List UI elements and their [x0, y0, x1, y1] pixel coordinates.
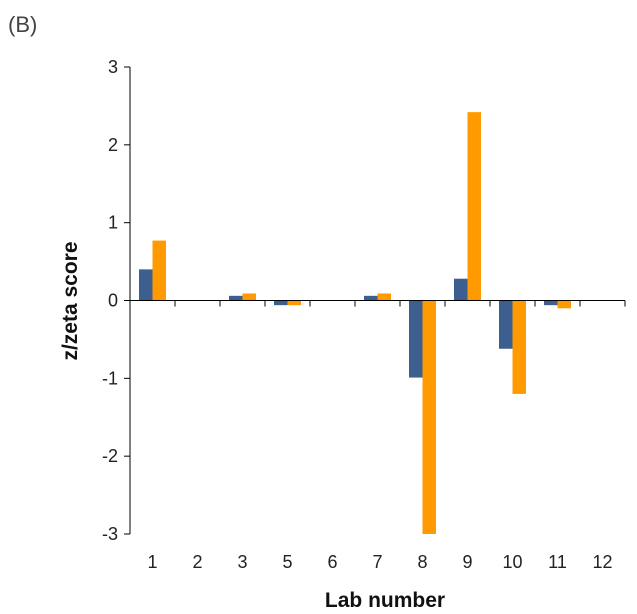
bar-series2-lab-10	[512, 300, 526, 394]
x-tick-label: 11	[548, 552, 567, 572]
y-tick-label: 2	[108, 135, 118, 155]
bar-series2-lab-9	[467, 112, 481, 301]
bar-series1-lab-5	[274, 300, 288, 306]
x-axis-ticks: 1 2 3 5 6 7 8 9 10 11 12	[129, 300, 626, 572]
bar-series2-lab-7	[377, 293, 391, 301]
y-tick-label: -3	[102, 524, 118, 544]
x-tick-label: 8	[417, 552, 427, 572]
bar-series2-lab-5	[287, 300, 301, 306]
bar-series1-lab-10	[499, 300, 513, 349]
panel-label: (B)	[8, 12, 38, 37]
x-tick-label: 3	[237, 552, 247, 572]
y-tick-label: 0	[108, 291, 118, 311]
x-tick-label: 5	[282, 552, 292, 572]
x-tick-label: 1	[147, 552, 157, 572]
bar-series1-lab-9	[454, 278, 468, 301]
y-tick-label: -2	[102, 446, 118, 466]
bar-series2-lab-1	[152, 240, 166, 301]
x-tick-label: 10	[502, 552, 522, 572]
x-tick-label: 6	[327, 552, 337, 572]
x-tick-label: 9	[462, 552, 472, 572]
y-tick-label: 3	[108, 57, 118, 77]
bars	[139, 112, 571, 534]
bar-series1-lab-7	[364, 295, 378, 301]
bar-series2-lab-11	[557, 300, 571, 309]
bar-series1-lab-3	[229, 295, 243, 301]
x-tick-label: 12	[592, 552, 612, 572]
x-tick-label: 2	[192, 552, 202, 572]
x-tick-label: 7	[372, 552, 382, 572]
bar-series1-lab-1	[139, 269, 153, 301]
y-tick-label: -1	[102, 368, 118, 388]
y-axis-title: z/zeta score	[59, 241, 82, 360]
y-tick-label: 1	[108, 213, 118, 233]
y-axis-ticks: 3 2 1 0 -1 -2 -3	[102, 57, 130, 544]
bar-series1-lab-11	[544, 300, 558, 306]
bar-series1-lab-8	[409, 300, 423, 378]
x-axis-title: Lab number	[325, 589, 445, 612]
bar-series2-lab-8	[422, 300, 436, 534]
bar-series2-lab-3	[242, 293, 256, 301]
